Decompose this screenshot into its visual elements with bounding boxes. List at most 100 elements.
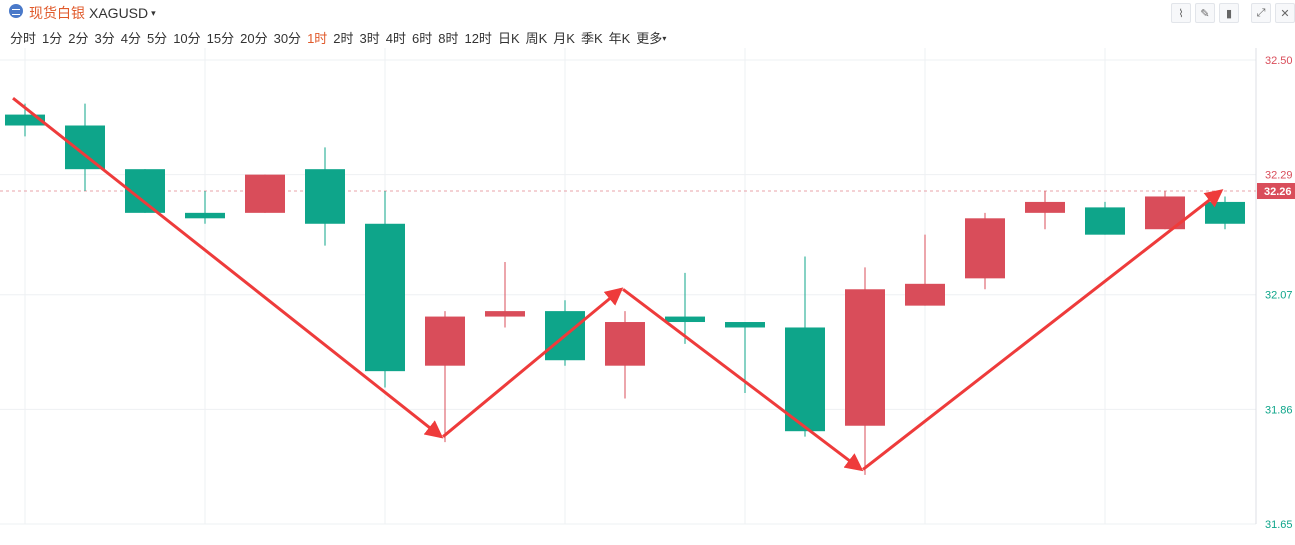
period-tab-label: 更多 xyxy=(636,31,663,46)
chart-toolbar: ⌇ ✎ ▮ ⤢ ✕ xyxy=(1171,3,1295,23)
period-tab[interactable]: 1分 xyxy=(40,28,66,47)
candle-body xyxy=(605,322,645,366)
period-tab[interactable]: 3分 xyxy=(92,28,118,47)
candle-body xyxy=(365,223,405,372)
candle-body xyxy=(485,311,525,317)
candle-body xyxy=(1085,207,1125,235)
candle xyxy=(1025,191,1065,230)
period-tab-label: 20分 xyxy=(240,31,268,46)
period-tab-label: 12时 xyxy=(464,31,492,46)
candle xyxy=(65,103,105,192)
period-tab-label: 季K xyxy=(580,31,603,46)
y-tick-label: 31.86 xyxy=(1265,404,1293,416)
trend-arrow xyxy=(622,288,864,472)
symbol-title: 现货白银 xyxy=(29,5,85,21)
period-tab-label: 8时 xyxy=(438,31,459,46)
candles xyxy=(5,103,1245,475)
period-tab-label: 5分 xyxy=(146,31,168,46)
candle xyxy=(1145,191,1185,230)
period-tab[interactable]: 8时 xyxy=(436,28,462,47)
candle xyxy=(185,191,225,224)
period-tab-label: 月K xyxy=(553,31,575,46)
period-tab-label: 年K xyxy=(608,31,631,46)
candle xyxy=(785,256,825,437)
candle-body xyxy=(965,218,1005,279)
period-tab-label: 3时 xyxy=(359,31,380,46)
candle-body xyxy=(845,289,885,426)
period-tab[interactable]: 4分 xyxy=(119,28,145,47)
candle-body xyxy=(1025,201,1065,213)
period-tab-label: 6时 xyxy=(412,31,433,46)
period-tab[interactable]: 更多▾ xyxy=(634,28,670,47)
period-tab[interactable]: 2分 xyxy=(66,28,92,47)
y-tick-label: 31.65 xyxy=(1265,519,1293,528)
candle xyxy=(1205,196,1245,230)
period-tab[interactable]: 周K xyxy=(524,28,552,47)
period-tab-label: 4分 xyxy=(120,31,141,46)
period-tab[interactable]: 5分 xyxy=(145,28,171,47)
period-tabs: 分时 1分 2分 3分 4分 5分 10分 15分 20分 30分 1时 2时 3时 4时 6时 8时 12时日… xyxy=(8,28,670,47)
line-tool-icon[interactable]: ⌇ xyxy=(1171,3,1191,23)
chevron-down-icon: ▾ xyxy=(151,8,156,18)
candle xyxy=(245,174,285,213)
period-tab-label: 2分 xyxy=(68,31,89,46)
candle-body xyxy=(425,316,465,366)
period-tab[interactable]: 月K xyxy=(551,28,579,47)
candle-body xyxy=(185,212,225,219)
period-tab[interactable]: 1时 xyxy=(305,28,331,47)
y-tick-label: 32.07 xyxy=(1265,290,1293,302)
candle xyxy=(965,212,1005,290)
candle-type-icon[interactable]: ▮ xyxy=(1219,3,1239,23)
candle xyxy=(605,311,645,399)
symbol-selector[interactable]: 现货白银 XAGUSD ▾ xyxy=(29,3,156,23)
period-tab[interactable]: 分时 xyxy=(8,28,40,47)
period-tab[interactable]: 3时 xyxy=(358,28,384,47)
trend-arrow xyxy=(862,189,1224,471)
close-icon[interactable]: ✕ xyxy=(1275,3,1295,23)
candle-body xyxy=(665,316,705,323)
symbol-code: XAGUSD xyxy=(89,5,149,21)
period-tab-label: 3分 xyxy=(94,31,115,46)
candle xyxy=(485,261,525,328)
chart-grid xyxy=(0,48,1257,525)
fullscreen-icon[interactable]: ⤢ xyxy=(1251,3,1271,23)
period-tab-label: 1时 xyxy=(307,31,328,46)
period-tab[interactable]: 10分 xyxy=(171,28,204,47)
draw-tool-icon[interactable]: ✎ xyxy=(1195,3,1215,23)
period-tab[interactable]: 12时 xyxy=(462,28,495,47)
period-tab[interactable]: 日K xyxy=(496,28,524,47)
chevron-down-icon: ▾ xyxy=(662,34,667,43)
candle-body xyxy=(725,322,765,328)
candle xyxy=(1085,201,1125,235)
current-price-label: 32.26 xyxy=(1264,186,1292,198)
period-tab-label: 4时 xyxy=(385,31,406,46)
period-tab[interactable]: 20分 xyxy=(238,28,271,47)
candle-body xyxy=(65,125,105,170)
period-tab-label: 2时 xyxy=(333,31,354,46)
trend-arrow xyxy=(12,97,444,439)
period-tab-label: 1分 xyxy=(42,31,63,46)
period-tab[interactable]: 年K xyxy=(607,28,635,47)
candle xyxy=(365,191,405,388)
candlestick-chart[interactable]: 32.50 32.29 32.07 31.86 31.65 32.26 xyxy=(0,48,1295,528)
period-tab-label: 分时 xyxy=(10,31,37,46)
trend-arrows xyxy=(12,97,1224,472)
period-tab-label: 15分 xyxy=(206,31,235,46)
price-axis: 32.50 32.29 32.07 31.86 31.65 32.26 xyxy=(1257,55,1295,528)
candle-body xyxy=(305,169,345,224)
period-tab[interactable]: 15分 xyxy=(205,28,238,47)
candle-body xyxy=(5,114,45,126)
period-tab-label: 周K xyxy=(525,31,548,46)
silver-logo-icon xyxy=(9,4,23,18)
period-tab[interactable]: 2时 xyxy=(331,28,357,47)
candle-body xyxy=(245,174,285,213)
period-tab-label: 日K xyxy=(497,31,520,46)
candle-body xyxy=(905,283,945,306)
period-tab[interactable]: 6时 xyxy=(410,28,436,47)
period-tab[interactable]: 4时 xyxy=(384,28,410,47)
candle-body xyxy=(1205,201,1245,224)
candle xyxy=(425,311,465,443)
period-tab[interactable]: 季K xyxy=(579,28,607,47)
period-tab-label: 30分 xyxy=(273,31,302,46)
period-tab[interactable]: 30分 xyxy=(272,28,305,47)
